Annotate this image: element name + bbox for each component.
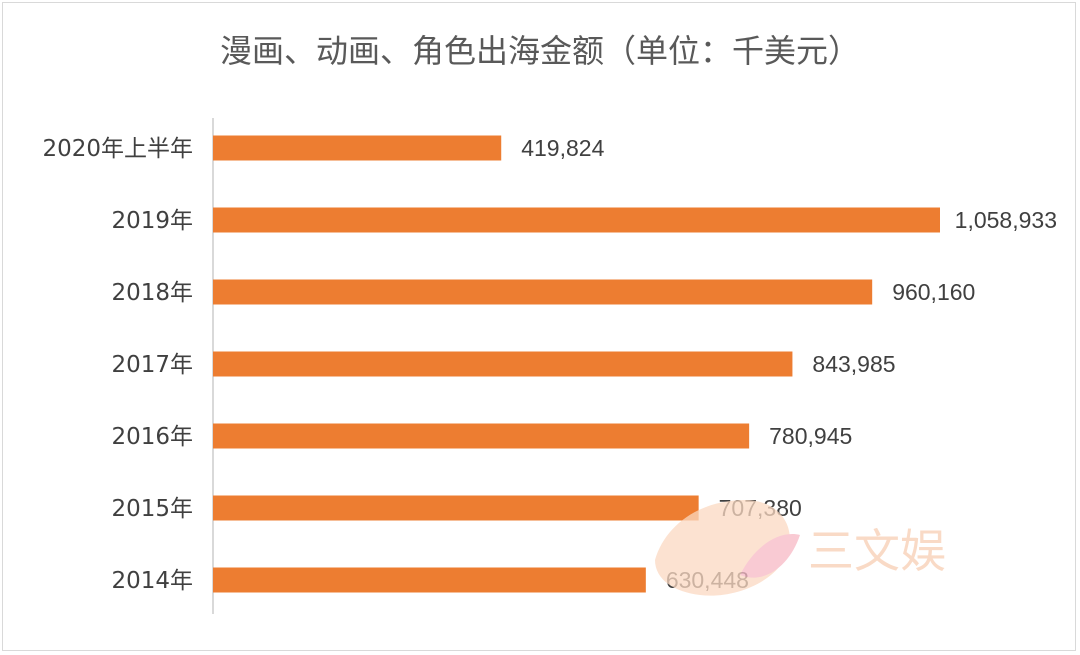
bar-4 [213,423,750,449]
category-label: 2017年 [111,352,193,378]
category-label: 2020年上半年 [42,136,193,162]
chart-title: 漫画、动画、角色出海金额（单位：千美元） [220,32,860,70]
bar-1 [213,207,940,233]
category-label: 2019年 [111,208,193,234]
bar-2 [213,279,873,305]
category-label: 2015年 [111,496,193,522]
bars-layer [213,135,940,593]
bar-0 [213,135,502,161]
data-label: 960,160 [892,279,975,305]
category-label: 2018年 [111,280,193,306]
bar-3 [213,351,793,377]
data-label: 419,824 [521,135,604,161]
data-label: 780,945 [769,423,852,449]
data-label: 843,985 [812,351,895,377]
watermark-logo: 三文娱 [655,500,946,596]
bar-5 [213,495,699,521]
watermark-text: 三文娱 [808,524,946,578]
bar-6 [213,567,646,593]
data-label: 1,058,933 [955,207,1057,233]
category-label: 2016年 [111,424,193,450]
watermark-leaf-icon [740,534,800,578]
category-label: 2014年 [111,568,193,594]
